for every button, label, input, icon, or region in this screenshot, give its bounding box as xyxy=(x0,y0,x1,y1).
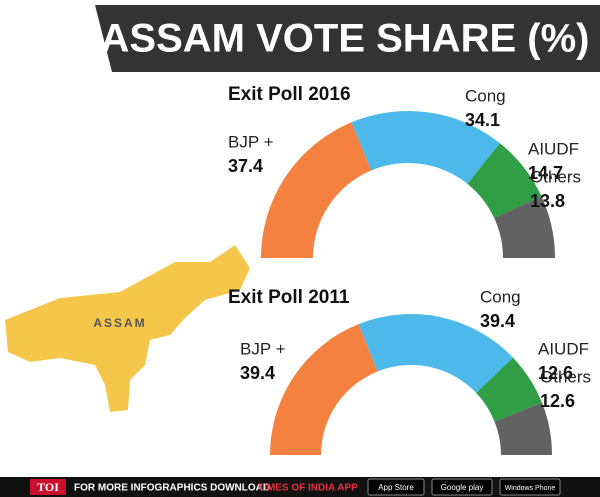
segment-value: 39.4 xyxy=(240,363,275,383)
segment-label: Others xyxy=(530,167,581,186)
segment xyxy=(476,357,542,422)
badge[interactable] xyxy=(431,478,493,496)
chart-title: Exit Poll 2011 xyxy=(228,287,350,308)
brand-box xyxy=(30,479,66,495)
segment xyxy=(261,122,372,259)
segment-label: BJP + xyxy=(228,132,274,151)
assam-map xyxy=(5,245,250,412)
segment-value: 12.6 xyxy=(538,363,573,383)
title-banner xyxy=(95,5,600,72)
chart-title: Exit Poll 2016 xyxy=(228,84,351,105)
segment xyxy=(494,196,555,258)
segment-label: Cong xyxy=(465,86,506,105)
badge-text: Windows Phone xyxy=(505,485,556,492)
segment xyxy=(494,402,552,455)
title: ASSAM VOTE SHARE (%) xyxy=(101,17,590,61)
segment xyxy=(351,111,500,184)
segment-value: 13.8 xyxy=(530,191,565,211)
segment-label: AIUDF xyxy=(538,339,589,358)
segment-label: Others xyxy=(540,367,591,386)
footer-brand: TOI xyxy=(37,480,59,494)
segment xyxy=(358,314,514,393)
segment-value: 39.4 xyxy=(480,311,515,331)
badge-text: App Store xyxy=(378,483,414,492)
footer-text: FOR MORE INFOGRAPHICS DOWNLOAD xyxy=(74,483,270,494)
badge-text: Google play xyxy=(441,483,484,492)
badge[interactable] xyxy=(499,478,561,496)
segment-label: Cong xyxy=(480,287,521,306)
segment-value: 37.4 xyxy=(228,156,263,176)
segment-label: AIUDF xyxy=(528,139,579,158)
footer-app: TIMES OF INDIA APP xyxy=(258,483,358,494)
segment-label: BJP + xyxy=(240,339,286,358)
segment xyxy=(467,143,542,219)
badge[interactable] xyxy=(367,478,425,496)
segment-value: 34.1 xyxy=(465,110,500,130)
segment-value: 14.7 xyxy=(528,163,563,183)
segment xyxy=(270,324,378,455)
map-label: ASSAM xyxy=(93,316,146,330)
segment-value: 12.6 xyxy=(540,391,575,411)
